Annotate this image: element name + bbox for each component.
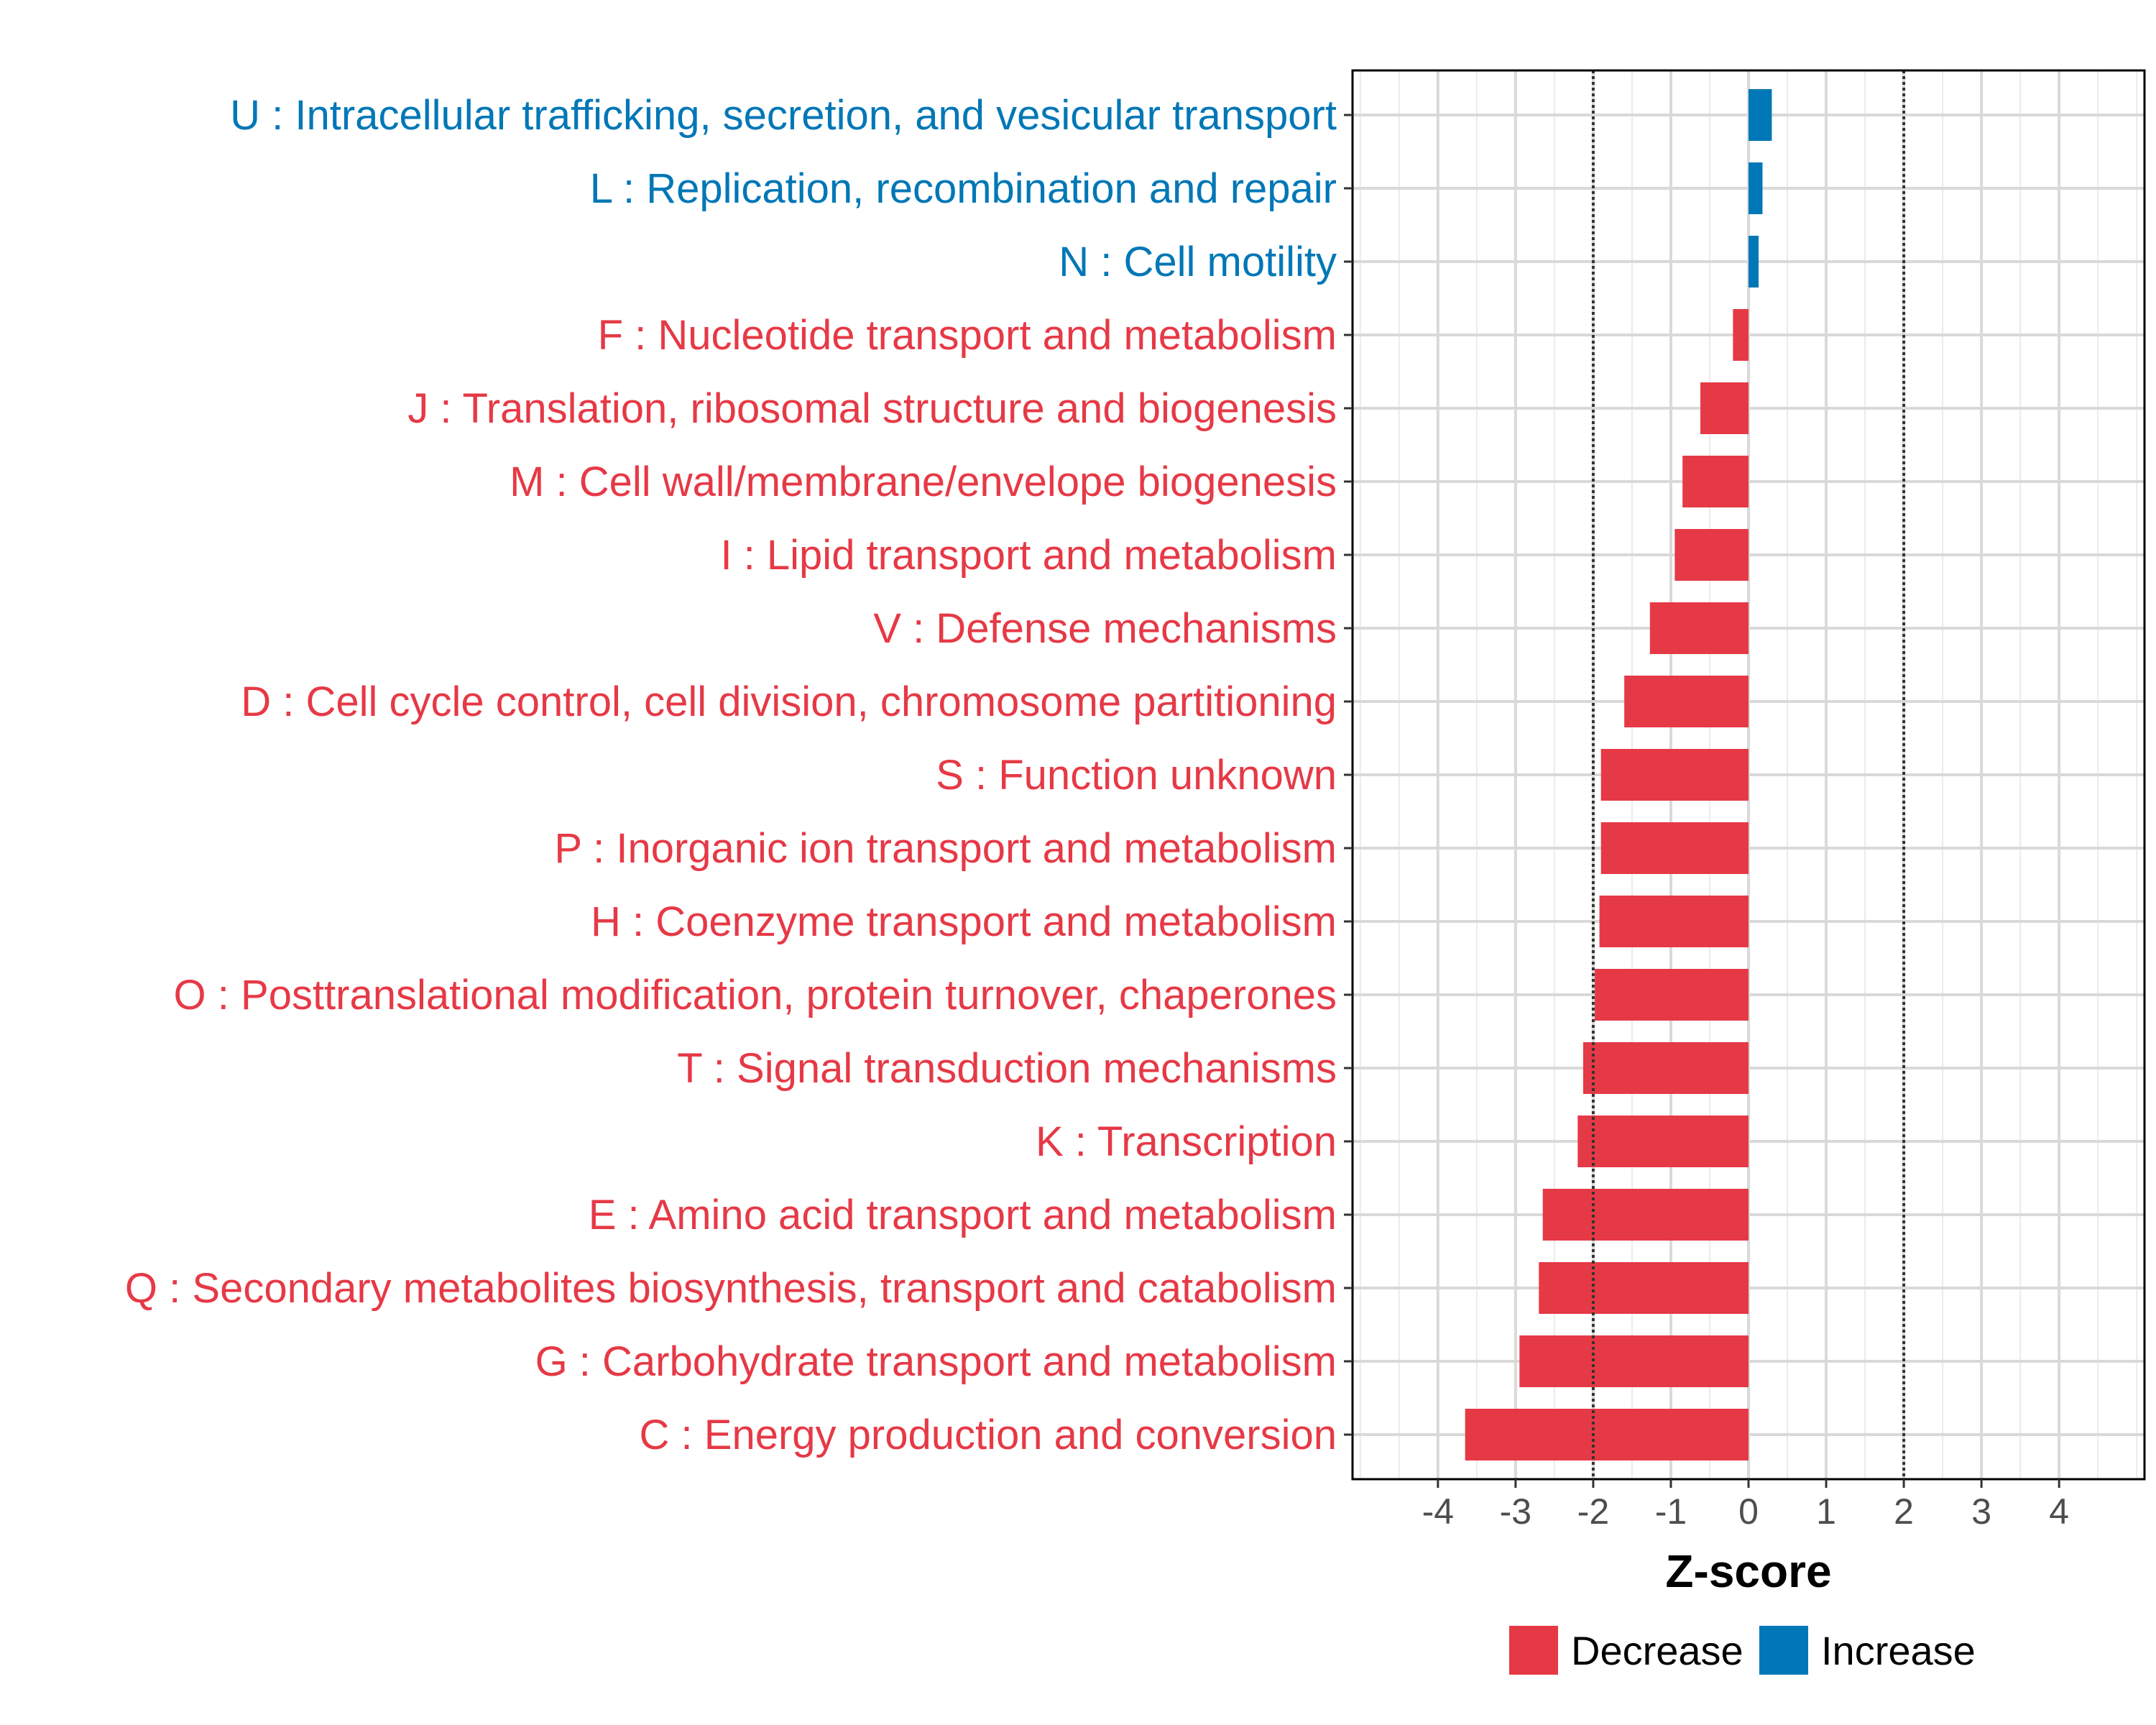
- legend-label-increase: Increase: [1821, 1628, 1976, 1673]
- category-label: F : Nucleotide transport and metabolism: [598, 312, 1337, 359]
- bar: [1600, 822, 1749, 874]
- category-label: Q : Secondary metabolites biosynthesis, …: [125, 1265, 1337, 1312]
- bar: [1600, 749, 1749, 801]
- bar: [1624, 676, 1749, 727]
- x-tick-label: -3: [1500, 1491, 1531, 1532]
- bar: [1539, 1262, 1749, 1314]
- x-tick-label: 2: [1894, 1491, 1914, 1532]
- legend: Decrease Increase: [1509, 1626, 1976, 1675]
- x-tick-label: -1: [1655, 1491, 1687, 1532]
- category-labels: U : Intracellular trafficking, secretion…: [125, 92, 1337, 1458]
- bar: [1599, 896, 1749, 947]
- legend-swatch-increase: [1759, 1626, 1808, 1675]
- x-tick-label: 4: [2049, 1491, 2069, 1532]
- category-label: G : Carbohydrate transport and metabolis…: [535, 1338, 1337, 1385]
- category-label: J : Translation, ribosomal structure and…: [407, 385, 1337, 432]
- x-axis-title: Z-score: [1665, 1545, 1831, 1597]
- x-tick-label: 3: [1971, 1491, 1991, 1532]
- category-label: E : Amino acid transport and metabolism: [589, 1192, 1337, 1238]
- category-label: M : Cell wall/membrane/envelope biogenes…: [510, 459, 1337, 505]
- bar: [1733, 309, 1749, 361]
- category-label: L : Replication, recombination and repai…: [590, 165, 1337, 212]
- bar: [1682, 456, 1749, 507]
- reference-lines: [1591, 70, 1906, 1479]
- bar: [1700, 382, 1749, 434]
- category-label: D : Cell cycle control, cell division, c…: [241, 678, 1337, 725]
- category-label: T : Signal transduction mechanisms: [677, 1045, 1337, 1092]
- category-label: I : Lipid transport and metabolism: [720, 532, 1337, 579]
- category-label: U : Intracellular trafficking, secretion…: [230, 92, 1337, 139]
- legend-label-decrease: Decrease: [1571, 1628, 1743, 1673]
- x-tick-label: -4: [1422, 1491, 1454, 1532]
- bar: [1583, 1042, 1749, 1094]
- bars: [1465, 89, 1772, 1460]
- legend-swatch-decrease: [1509, 1626, 1558, 1675]
- x-tick-label: 0: [1738, 1491, 1759, 1532]
- bar: [1749, 236, 1759, 288]
- category-label: C : Energy production and conversion: [640, 1412, 1337, 1458]
- bar: [1649, 602, 1749, 654]
- x-axis-ticks: [1437, 1479, 2060, 1488]
- x-tick-label: -2: [1577, 1491, 1609, 1532]
- category-label: K : Transcription: [1036, 1118, 1337, 1165]
- x-tick-labels: -4 -3 -2 -1 0 1 2 3 4: [1422, 1491, 2069, 1532]
- x-tick-label: 1: [1816, 1491, 1836, 1532]
- bar: [1519, 1335, 1749, 1387]
- category-label: N : Cell motility: [1059, 239, 1337, 285]
- bar: [1595, 969, 1749, 1021]
- category-label: V : Defense mechanisms: [873, 605, 1337, 652]
- bar: [1749, 162, 1763, 214]
- category-label: P : Inorganic ion transport and metaboli…: [554, 825, 1337, 872]
- bar: [1674, 529, 1749, 581]
- bar: [1542, 1189, 1749, 1241]
- bar: [1577, 1116, 1749, 1167]
- bar: [1749, 89, 1772, 141]
- category-label: S : Function unknown: [936, 752, 1337, 799]
- category-label: H : Coenzyme transport and metabolism: [591, 898, 1337, 945]
- y-axis-ticks: [1344, 114, 1353, 1436]
- bar: [1465, 1409, 1749, 1460]
- category-label: O : Posttranslational modification, prot…: [174, 972, 1337, 1018]
